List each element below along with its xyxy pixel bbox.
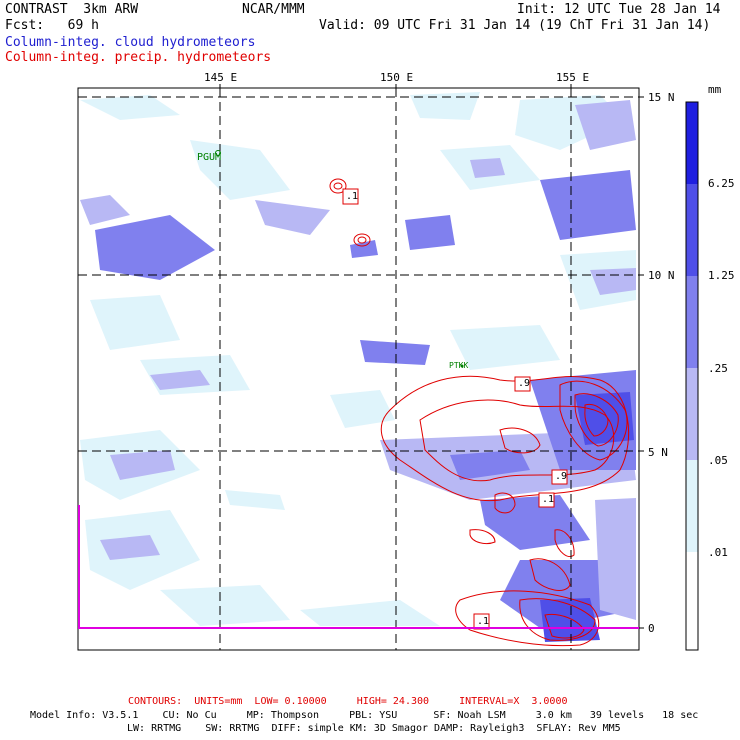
lat-label-15: 15 N [648,91,675,104]
contours-info: CONTOURS: UNITS=mm LOW= 0.10000 HIGH= 24… [128,696,568,707]
cloud-patch [80,195,130,225]
precip-contour [357,236,367,244]
cloud-patch [150,370,210,390]
colorbar-segment-0.01 [686,460,698,552]
cloud-field [80,92,636,642]
precip-contour [544,613,585,639]
colorbar [685,101,699,651]
colorbar-segment-1.25 [686,184,698,276]
cloud-patch [190,140,290,200]
contour-label-box [514,376,531,392]
contour-label-1: .1 [346,191,359,202]
cloud-patch [90,295,180,350]
lat-label-10: 10 N [648,269,675,282]
precip-field-label: Column-integ. precip. hydrometeors [5,50,272,65]
cloud-patch [540,598,600,642]
cloud-patch [470,158,505,178]
cloud-patch [100,535,160,560]
cloud-patch [110,450,175,480]
contour-label-boxes [342,188,568,630]
station-marker-pgum [215,150,221,156]
colorbar-segment-0.05 [686,368,698,460]
precip-contour [353,233,371,247]
lon-label-150: 150 E [380,71,414,84]
tick-marks [219,84,644,629]
model-title: CONTRAST 3km ARW [5,2,139,17]
cloud-patch [575,392,634,445]
cloud-patch [540,170,636,240]
colorbar-segment-6.25 [686,102,698,184]
cloud-patch [300,600,440,626]
colorbar-frame [685,101,699,651]
contour-label-2: .9 [518,378,531,389]
cloud-patch [360,340,430,365]
station-label-ptkk: PTKK [449,361,469,370]
cloud-patch [95,215,215,280]
colorbar-units: mm [708,83,722,96]
precip-contour [380,375,630,502]
precip-contour [333,182,343,190]
lon-label-145: 145 E [204,71,238,84]
contour-label-box [551,469,568,485]
station-marker-ptkk [460,364,464,368]
precip-contour [469,529,496,545]
lon-label-155: 155 E [556,71,590,84]
cloud-patch [405,215,455,250]
colorbar-segment-0 [686,552,698,650]
contour-label-3: .9 [555,471,568,482]
forecast-hour: Fcst: 69 h [5,18,99,33]
precip-contour [529,558,571,591]
precip-contour [494,492,516,514]
model-info-line1: Model Info: V3.5.1 CU: No Cu MP: Thompso… [30,710,699,721]
precip-contour [499,427,541,454]
precip-contour [584,403,609,437]
precip-contour [455,590,600,647]
precip-contours [329,178,630,647]
model-info-line2: LW: RRTMG SW: RRTMG DIFF: simple KM: 3D … [127,723,621,734]
cloud-patch [410,92,480,120]
contour-label-4: .1 [542,494,555,505]
init-time: Init: 12 UTC Tue 28 Jan 14 [517,2,721,17]
colorbar-label-1.25: 1.25 [708,269,735,282]
precip-contour [419,399,615,482]
cloud-patch [225,490,285,510]
cloud-patch [160,585,290,626]
colorbar-segment-0.25 [686,276,698,368]
valid-time: Valid: 09 UTC Fri 31 Jan 14 (19 ChT Fri … [319,18,711,33]
colorbar-label-0.01: .01 [708,546,728,559]
cloud-patch [480,495,590,550]
cloud-patch [80,95,180,120]
colorbar-label-0.05: .05 [708,454,728,467]
cloud-patch [330,390,395,428]
precip-contour [574,393,619,447]
colorbar-label-6.25: 6.25 [708,177,735,190]
contour-label-box [538,492,555,508]
cloud-patch [450,325,560,370]
org-label: NCAR/MMM [242,2,305,17]
contour-label-5: .1 [477,616,490,627]
lat-label-5: 5 N [648,446,668,459]
lat-label-0: 0 [648,622,655,635]
cloud-patch [575,100,636,150]
precip-contour [554,529,575,557]
contour-label-box [342,188,359,205]
colorbar-label-0.25: .25 [708,362,728,375]
precip-contour [329,178,347,194]
station-label-pgum: PGUM [197,152,222,163]
precip-contour [559,380,628,461]
cloud-patch [255,200,330,235]
cloud-patch [450,450,530,480]
domain-boundary [78,505,639,629]
cloud-patch [595,498,636,620]
cloud-field-label: Column-integ. cloud hydrometeors [5,35,256,50]
